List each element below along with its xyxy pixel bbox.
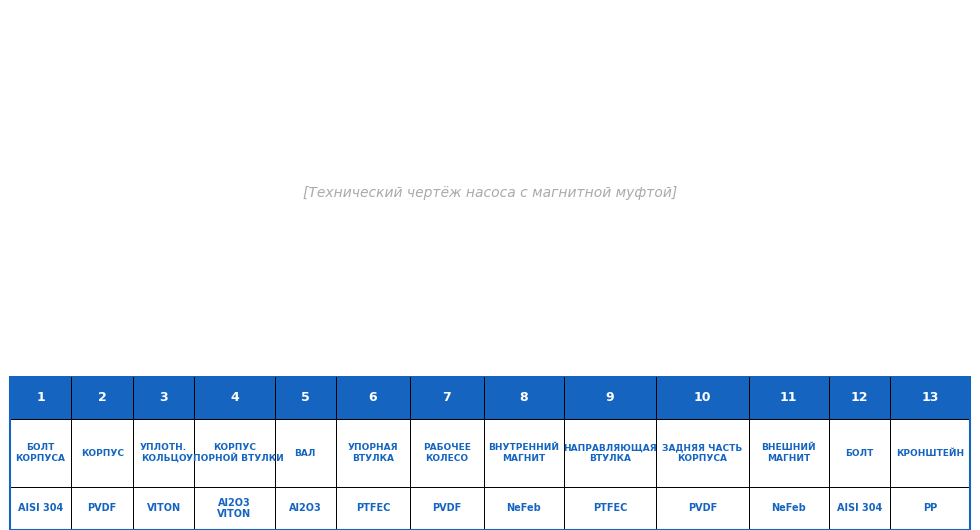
Bar xyxy=(564,376,657,419)
Text: 10: 10 xyxy=(694,391,711,404)
Text: 2: 2 xyxy=(98,391,107,404)
Bar xyxy=(194,376,274,419)
Text: УПЛОТН.
КОЛЬЦО: УПЛОТН. КОЛЬЦО xyxy=(140,444,187,463)
Bar xyxy=(10,487,72,530)
Bar xyxy=(410,487,484,530)
Bar xyxy=(657,419,749,487)
Bar xyxy=(72,376,133,419)
Bar xyxy=(10,376,72,419)
Text: Al2O3: Al2O3 xyxy=(289,504,321,514)
Text: 5: 5 xyxy=(301,391,310,404)
Text: PTFEC: PTFEC xyxy=(593,504,627,514)
Text: КОРПУС
УПОРНОЙ ВТУЛКИ: КОРПУС УПОРНОЙ ВТУЛКИ xyxy=(185,444,283,463)
Text: [Технический чертёж насоса с магнитной муфтой]: [Технический чертёж насоса с магнитной м… xyxy=(303,187,677,200)
Text: VITON: VITON xyxy=(147,504,180,514)
Text: КОРПУС: КОРПУС xyxy=(80,449,123,457)
Bar xyxy=(829,487,890,530)
Text: 7: 7 xyxy=(443,391,451,404)
Bar xyxy=(749,419,829,487)
Text: 11: 11 xyxy=(780,391,798,404)
Bar xyxy=(72,487,133,530)
Text: 9: 9 xyxy=(606,391,614,404)
Bar xyxy=(336,419,410,487)
Text: 12: 12 xyxy=(851,391,868,404)
Text: БОЛТ
КОРПУСА: БОЛТ КОРПУСА xyxy=(16,444,66,463)
Bar xyxy=(133,419,194,487)
Bar xyxy=(657,487,749,530)
Text: PP: PP xyxy=(923,504,937,514)
Bar xyxy=(890,419,970,487)
Text: PTFEC: PTFEC xyxy=(356,504,390,514)
Bar xyxy=(749,376,829,419)
Text: 6: 6 xyxy=(368,391,377,404)
Text: 3: 3 xyxy=(160,391,168,404)
Text: БОЛТ: БОЛТ xyxy=(845,449,873,457)
Text: PVDF: PVDF xyxy=(432,504,462,514)
Bar xyxy=(829,376,890,419)
Bar xyxy=(890,487,970,530)
Text: ВНЕШНИЙ
МАГНИТ: ВНЕШНИЙ МАГНИТ xyxy=(761,444,816,463)
Text: Al2O3
VITON: Al2O3 VITON xyxy=(218,498,252,519)
Bar xyxy=(829,419,890,487)
Bar xyxy=(749,487,829,530)
Bar xyxy=(72,419,133,487)
Bar xyxy=(564,487,657,530)
Bar xyxy=(890,376,970,419)
Text: PVDF: PVDF xyxy=(87,504,117,514)
Bar xyxy=(484,376,564,419)
Bar xyxy=(194,487,274,530)
Text: AISI 304: AISI 304 xyxy=(837,504,882,514)
Text: КРОНШТЕЙН: КРОНШТЕЙН xyxy=(896,449,964,457)
Bar xyxy=(410,376,484,419)
Bar xyxy=(410,419,484,487)
Bar xyxy=(657,376,749,419)
Bar xyxy=(133,487,194,530)
Bar xyxy=(274,376,336,419)
Text: NeFeb: NeFeb xyxy=(507,504,541,514)
Text: ЗАДНЯЯ ЧАСТЬ
КОРПУСА: ЗАДНЯЯ ЧАСТЬ КОРПУСА xyxy=(662,444,743,463)
Text: 13: 13 xyxy=(921,391,939,404)
Bar xyxy=(274,487,336,530)
Text: 4: 4 xyxy=(230,391,239,404)
Bar xyxy=(336,376,410,419)
Bar xyxy=(10,419,72,487)
Text: 1: 1 xyxy=(36,391,45,404)
Bar xyxy=(484,419,564,487)
Bar xyxy=(194,419,274,487)
Text: РАБОЧЕЕ
КОЛЕСО: РАБОЧЕЕ КОЛЕСО xyxy=(423,444,470,463)
Text: AISI 304: AISI 304 xyxy=(18,504,63,514)
Text: ВАЛ: ВАЛ xyxy=(295,449,316,457)
Text: NeFeb: NeFeb xyxy=(771,504,806,514)
Text: 8: 8 xyxy=(519,391,528,404)
Text: ВНУТРЕННИЙ
МАГНИТ: ВНУТРЕННИЙ МАГНИТ xyxy=(488,444,560,463)
Text: PVDF: PVDF xyxy=(688,504,717,514)
Bar xyxy=(564,419,657,487)
Bar xyxy=(274,419,336,487)
Text: УПОРНАЯ
ВТУЛКА: УПОРНАЯ ВТУЛКА xyxy=(348,444,398,463)
Text: НАПРАВЛЯЮЩАЯ
ВТУЛКА: НАПРАВЛЯЮЩАЯ ВТУЛКА xyxy=(564,444,657,463)
Bar xyxy=(484,487,564,530)
Bar xyxy=(336,487,410,530)
Bar xyxy=(133,376,194,419)
